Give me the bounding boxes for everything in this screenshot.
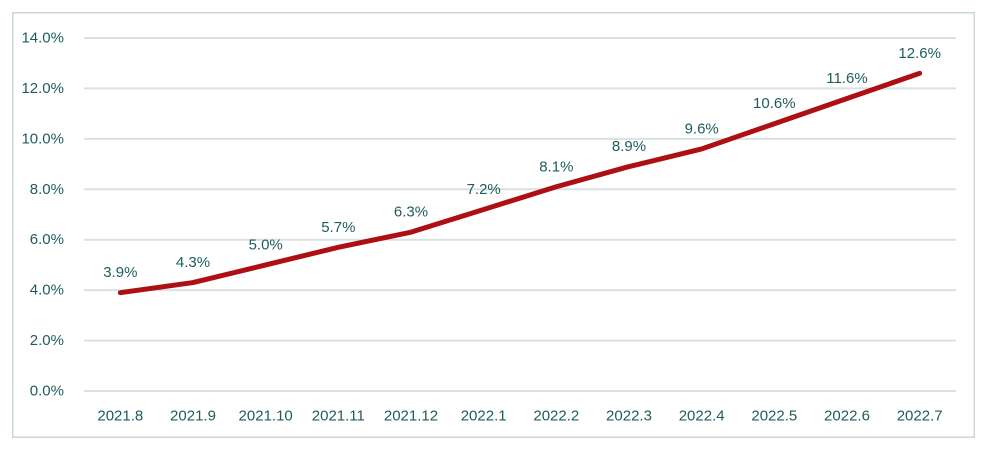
- y-tick-label: 14.0%: [21, 30, 64, 47]
- chart-border: [12, 12, 975, 438]
- x-tick-label: 2022.3: [606, 408, 652, 425]
- x-tick-label: 2022.4: [679, 408, 725, 425]
- data-label: 12.6%: [898, 45, 941, 62]
- data-label: 9.6%: [685, 120, 719, 137]
- data-label: 3.9%: [103, 264, 137, 281]
- x-tick-label: 2021.8: [97, 408, 143, 425]
- x-tick-label: 2021.9: [170, 408, 216, 425]
- y-tick-label: 2.0%: [30, 332, 64, 349]
- data-label: 8.9%: [612, 138, 646, 155]
- data-label: 5.0%: [249, 236, 283, 253]
- data-label: 6.3%: [394, 204, 428, 221]
- y-tick-label: 12.0%: [21, 80, 64, 97]
- series-line: [117, 70, 923, 296]
- x-tick-label: 2022.5: [751, 408, 797, 425]
- x-tick-label: 2022.1: [461, 408, 507, 425]
- y-tick-label: 0.0%: [30, 383, 64, 400]
- data-label: 5.7%: [321, 219, 355, 236]
- x-tick-label: 2022.7: [897, 408, 943, 425]
- data-label: 7.2%: [467, 181, 501, 198]
- y-tick-label: 4.0%: [30, 282, 64, 299]
- x-tick-label: 2022.2: [533, 408, 579, 425]
- percentage-line-chart: 0.0% 2.0% 4.0% 6.0% 8.0% 10.0% 12.0% 14.0% 2021.…: [12, 12, 975, 438]
- data-label: 4.3%: [176, 254, 210, 271]
- x-tick-label: 2021.10: [239, 408, 293, 425]
- data-label: 10.6%: [753, 95, 796, 112]
- data-label: 8.1%: [539, 158, 573, 175]
- x-tick-label: 2021.12: [384, 408, 438, 425]
- y-tick-label: 10.0%: [21, 130, 64, 147]
- chart-frame: 0.0% 2.0% 4.0% 6.0% 8.0% 10.0% 12.0% 14.0% 2021.…: [12, 12, 975, 438]
- data-label: 11.6%: [826, 70, 867, 87]
- y-tick-label: 6.0%: [30, 231, 64, 248]
- y-tick-label: 8.0%: [30, 181, 64, 198]
- x-tick-label: 2021.11: [312, 408, 365, 425]
- x-tick-label: 2022.6: [824, 408, 870, 425]
